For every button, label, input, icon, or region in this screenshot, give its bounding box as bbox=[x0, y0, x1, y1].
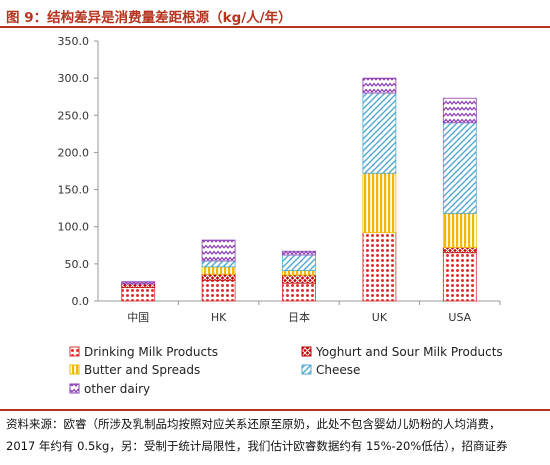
x-tick-label: HK bbox=[211, 311, 227, 324]
plot-area: 0.0 50.0 100.0 150.0 200.0 250.0 300.0 350.0 中国 H… bbox=[58, 35, 501, 324]
x-tick-label: UK bbox=[372, 311, 388, 324]
bar-segment bbox=[201, 279, 236, 302]
source-line-1: 资料来源：欧睿（所涉及乳制品均按照对应关系还原至原奶，此处不包含婴幼儿奶粉的人均… bbox=[6, 417, 501, 431]
bar-segment bbox=[362, 172, 397, 234]
bar-segment bbox=[442, 97, 477, 124]
bar-segment bbox=[282, 274, 316, 284]
bar-segment bbox=[201, 239, 236, 262]
legend-swatch bbox=[69, 364, 80, 375]
chart-title: 图 9：结构差异是消费量差距根源（kg/人/年） bbox=[6, 10, 292, 26]
y-tick-label: 300.0 bbox=[58, 72, 90, 85]
bar-segment bbox=[362, 232, 397, 302]
legend-swatch bbox=[301, 346, 312, 357]
legend-swatch bbox=[69, 383, 80, 394]
bar-segment bbox=[282, 270, 316, 276]
bar-segment bbox=[201, 266, 236, 275]
bar-segment bbox=[362, 92, 397, 174]
bar-segment bbox=[121, 283, 156, 289]
legend-swatch bbox=[69, 346, 80, 357]
bar-segment bbox=[201, 273, 236, 281]
bar-segment bbox=[442, 252, 477, 302]
bar-segment bbox=[362, 77, 397, 94]
y-tick-label: 100.0 bbox=[58, 221, 90, 234]
x-tick-label: 日本 bbox=[288, 310, 310, 324]
y-tick-label: 200.0 bbox=[58, 146, 90, 159]
bar-segment bbox=[282, 254, 316, 271]
y-tick-label: 350.0 bbox=[58, 35, 90, 48]
source-line-2: 2017 年约有 0.5kg，另：受制于统计局限性，我们估计欧睿数据约有 15%… bbox=[6, 439, 508, 453]
y-tick-label: 50.0 bbox=[65, 258, 90, 271]
legend: Drinking Milk Products Yoghurt and Sour M… bbox=[69, 345, 503, 396]
bar-segment bbox=[282, 282, 316, 302]
y-tick-label: 150.0 bbox=[58, 184, 90, 197]
bar-segment bbox=[201, 260, 236, 268]
bar-segment bbox=[121, 287, 156, 302]
x-tick-label: USA bbox=[448, 311, 471, 324]
source-note: 资料来源：欧睿（所涉及乳制品均按照对应关系还原至原奶，此处不包含婴幼儿奶粉的人均… bbox=[6, 413, 546, 457]
bar-segment bbox=[121, 281, 156, 285]
title-divider bbox=[0, 26, 550, 28]
bar-segment bbox=[442, 247, 477, 254]
legend-label: Butter and Spreads bbox=[84, 363, 200, 377]
legend-swatch bbox=[301, 364, 312, 375]
stacked-bar-chart: 0.0 50.0 100.0 150.0 200.0 250.0 300.0 350.0 中国 H… bbox=[58, 35, 503, 396]
bar-segment bbox=[282, 250, 316, 256]
legend-label: other dairy bbox=[84, 382, 150, 396]
bar-segment bbox=[442, 122, 477, 214]
source-divider bbox=[0, 409, 550, 411]
legend-label: Drinking Milk Products bbox=[84, 345, 218, 359]
bar-segment bbox=[442, 212, 477, 248]
legend-label: Cheese bbox=[316, 363, 360, 377]
y-tick-label: 0.0 bbox=[72, 295, 90, 308]
x-tick-label: 中国 bbox=[127, 311, 149, 324]
y-tick-label: 250.0 bbox=[58, 109, 90, 122]
legend-label: Yoghurt and Sour Milk Products bbox=[315, 345, 503, 359]
